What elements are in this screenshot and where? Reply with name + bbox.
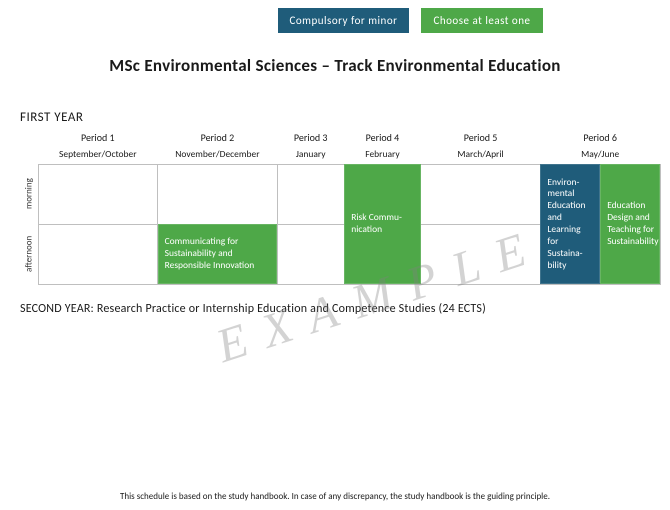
schedule-cell	[420, 164, 541, 225]
period-header: Period 6	[540, 129, 660, 146]
month-header: January	[277, 146, 344, 164]
period-header: Period 2	[158, 129, 278, 146]
second-year-text: SECOND YEAR: Research Practice or Intern…	[20, 302, 670, 316]
row-label-morning: morning	[20, 164, 38, 224]
course-block: Education Design and Teaching for Sustai…	[600, 164, 660, 284]
legend-choose: Choose at least one	[421, 8, 542, 33]
page-title: MSc Environmental Sciences – Track Envir…	[0, 55, 670, 76]
schedule-cell	[420, 224, 541, 285]
course-block: Communicating for Sustainability and Res…	[158, 224, 278, 284]
course-block: Environ-mental Education and Learning fo…	[540, 164, 600, 284]
legend: Compulsory for minor Choose at least one	[150, 8, 670, 33]
first-year-label: FIRST YEAR	[20, 110, 670, 125]
legend-compulsory: Compulsory for minor	[278, 8, 410, 33]
month-header: February	[344, 146, 421, 164]
period-header: Period 3	[277, 129, 344, 146]
schedule-cell	[277, 164, 345, 225]
schedule-cell	[38, 224, 159, 285]
month-header: September/October	[38, 146, 158, 164]
period-header: Period 5	[421, 129, 541, 146]
period-header: Period 4	[344, 129, 421, 146]
month-header: May/June	[540, 146, 660, 164]
schedule-cell	[38, 164, 159, 225]
footnote: This schedule is based on the study hand…	[0, 491, 670, 502]
month-header: November/December	[158, 146, 278, 164]
course-block: Risk Commu-nication	[344, 164, 421, 284]
period-header: Period 1	[38, 129, 158, 146]
row-label-afternoon: afternoon	[20, 224, 38, 284]
schedule-grid: Period 1Period 2Period 3Period 4Period 5…	[20, 129, 660, 284]
month-header: March/April	[421, 146, 541, 164]
schedule-cell	[277, 224, 345, 285]
schedule-cell	[157, 164, 278, 225]
